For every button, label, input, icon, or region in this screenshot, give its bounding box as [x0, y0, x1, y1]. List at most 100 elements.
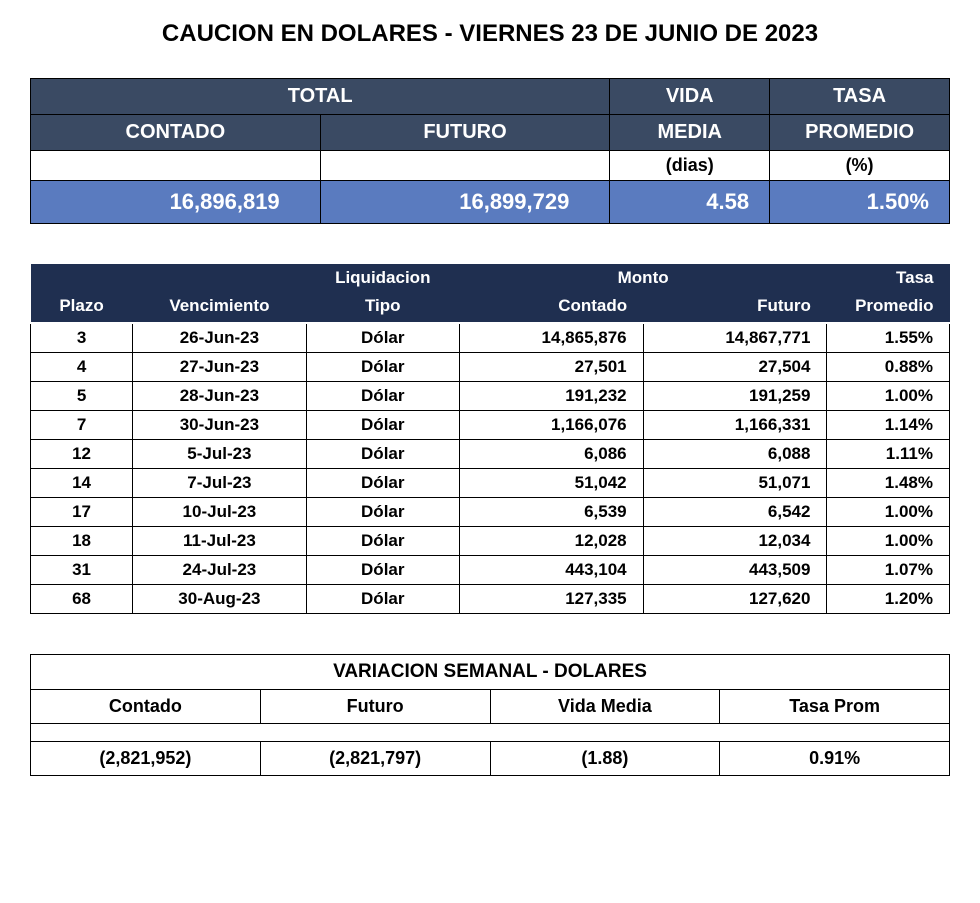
cell-contado: 6,086 — [459, 440, 643, 469]
cell-tipo: Dólar — [306, 527, 459, 556]
cell-futuro: 51,071 — [643, 469, 827, 498]
hdr-blank1 — [31, 264, 133, 292]
cell-tasa: 1.00% — [827, 527, 950, 556]
hdr-tipo: Tipo — [306, 292, 459, 323]
cell-tipo: Dólar — [306, 585, 459, 614]
var-blank — [260, 724, 490, 742]
hdr-futuro: FUTURO — [320, 115, 610, 151]
cell-futuro: 12,034 — [643, 527, 827, 556]
cell-tipo: Dólar — [306, 556, 459, 585]
hdr-media: MEDIA — [610, 115, 770, 151]
cell-venc: 10-Jul-23 — [133, 498, 307, 527]
blank-futuro — [320, 151, 610, 181]
cell-venc: 30-Jun-23 — [133, 411, 307, 440]
cell-contado: 191,232 — [459, 382, 643, 411]
cell-plazo: 5 — [31, 382, 133, 411]
cell-futuro: 443,509 — [643, 556, 827, 585]
variation-title: VARIACION SEMANAL - DOLARES — [31, 655, 950, 690]
val-tasa-prom: 1.50% — [770, 181, 950, 224]
cell-plazo: 7 — [31, 411, 133, 440]
hdr-promedio: PROMEDIO — [770, 115, 950, 151]
cell-tipo: Dólar — [306, 411, 459, 440]
cell-venc: 11-Jul-23 — [133, 527, 307, 556]
cell-futuro: 1,166,331 — [643, 411, 827, 440]
cell-tasa: 1.11% — [827, 440, 950, 469]
cell-tasa: 1.14% — [827, 411, 950, 440]
table-row: 6830-Aug-23Dólar127,335127,6201.20% — [31, 585, 950, 614]
var-hdr-tasa: Tasa Prom — [720, 690, 950, 724]
cell-contado: 12,028 — [459, 527, 643, 556]
table-row: 125-Jul-23Dólar6,0866,0881.11% — [31, 440, 950, 469]
hdr-monto: Monto — [459, 264, 827, 292]
cell-plazo: 12 — [31, 440, 133, 469]
table-row: 1710-Jul-23Dólar6,5396,5421.00% — [31, 498, 950, 527]
table-row: 3124-Jul-23Dólar443,104443,5091.07% — [31, 556, 950, 585]
cell-tasa: 1.00% — [827, 498, 950, 527]
table-row: 147-Jul-23Dólar51,04251,0711.48% — [31, 469, 950, 498]
cell-tipo: Dólar — [306, 469, 459, 498]
cell-futuro: 14,867,771 — [643, 323, 827, 353]
cell-futuro: 6,542 — [643, 498, 827, 527]
var-blank — [490, 724, 720, 742]
cell-plazo: 31 — [31, 556, 133, 585]
val-futuro: 16,899,729 — [320, 181, 610, 224]
cell-tasa: 1.00% — [827, 382, 950, 411]
cell-plazo: 3 — [31, 323, 133, 353]
cell-tipo: Dólar — [306, 353, 459, 382]
cell-venc: 28-Jun-23 — [133, 382, 307, 411]
cell-plazo: 68 — [31, 585, 133, 614]
cell-futuro: 127,620 — [643, 585, 827, 614]
cell-plazo: 18 — [31, 527, 133, 556]
cell-venc: 24-Jul-23 — [133, 556, 307, 585]
table-row: 326-Jun-23Dólar14,865,87614,867,7711.55% — [31, 323, 950, 353]
cell-contado: 51,042 — [459, 469, 643, 498]
cell-venc: 5-Jul-23 — [133, 440, 307, 469]
hdr-tasa-top: Tasa — [827, 264, 950, 292]
hdr-contado-d: Contado — [459, 292, 643, 323]
cell-contado: 14,865,876 — [459, 323, 643, 353]
cell-venc: 30-Aug-23 — [133, 585, 307, 614]
hdr-futuro-d: Futuro — [643, 292, 827, 323]
hdr-vencimiento: Vencimiento — [133, 292, 307, 323]
detail-table: Liquidacion Monto Tasa Plazo Vencimiento… — [30, 264, 950, 614]
var-val-futuro: (2,821,797) — [260, 742, 490, 776]
hdr-liquidacion: Liquidacion — [306, 264, 459, 292]
hdr-contado: CONTADO — [31, 115, 321, 151]
cell-plazo: 4 — [31, 353, 133, 382]
cell-futuro: 191,259 — [643, 382, 827, 411]
hdr-tasa: TASA — [770, 79, 950, 115]
cell-tasa: 1.55% — [827, 323, 950, 353]
cell-plazo: 17 — [31, 498, 133, 527]
cell-tipo: Dólar — [306, 498, 459, 527]
cell-tasa: 1.48% — [827, 469, 950, 498]
summary-table: TOTAL VIDA TASA CONTADO FUTURO MEDIA PRO… — [30, 78, 950, 224]
cell-tasa: 1.20% — [827, 585, 950, 614]
cell-futuro: 27,504 — [643, 353, 827, 382]
val-vida-media: 4.58 — [610, 181, 770, 224]
cell-plazo: 14 — [31, 469, 133, 498]
cell-tasa: 0.88% — [827, 353, 950, 382]
cell-futuro: 6,088 — [643, 440, 827, 469]
var-hdr-vida: Vida Media — [490, 690, 720, 724]
hdr-vida: VIDA — [610, 79, 770, 115]
cell-venc: 26-Jun-23 — [133, 323, 307, 353]
cell-tipo: Dólar — [306, 440, 459, 469]
var-val-vida: (1.88) — [490, 742, 720, 776]
var-val-contado: (2,821,952) — [31, 742, 261, 776]
val-contado: 16,896,819 — [31, 181, 321, 224]
cell-tipo: Dólar — [306, 323, 459, 353]
table-row: 730-Jun-23Dólar1,166,0761,166,3311.14% — [31, 411, 950, 440]
table-row: 1811-Jul-23Dólar12,02812,0341.00% — [31, 527, 950, 556]
cell-contado: 1,166,076 — [459, 411, 643, 440]
cell-contado: 127,335 — [459, 585, 643, 614]
var-blank — [720, 724, 950, 742]
variation-table: VARIACION SEMANAL - DOLARES Contado Futu… — [30, 654, 950, 776]
cell-venc: 7-Jul-23 — [133, 469, 307, 498]
hdr-promedio-d: Promedio — [827, 292, 950, 323]
var-val-tasa: 0.91% — [720, 742, 950, 776]
page-title: CAUCION EN DOLARES - VIERNES 23 DE JUNIO… — [30, 20, 950, 48]
cell-venc: 27-Jun-23 — [133, 353, 307, 382]
cell-contado: 27,501 — [459, 353, 643, 382]
unit-dias: (dias) — [610, 151, 770, 181]
unit-pct: (%) — [770, 151, 950, 181]
